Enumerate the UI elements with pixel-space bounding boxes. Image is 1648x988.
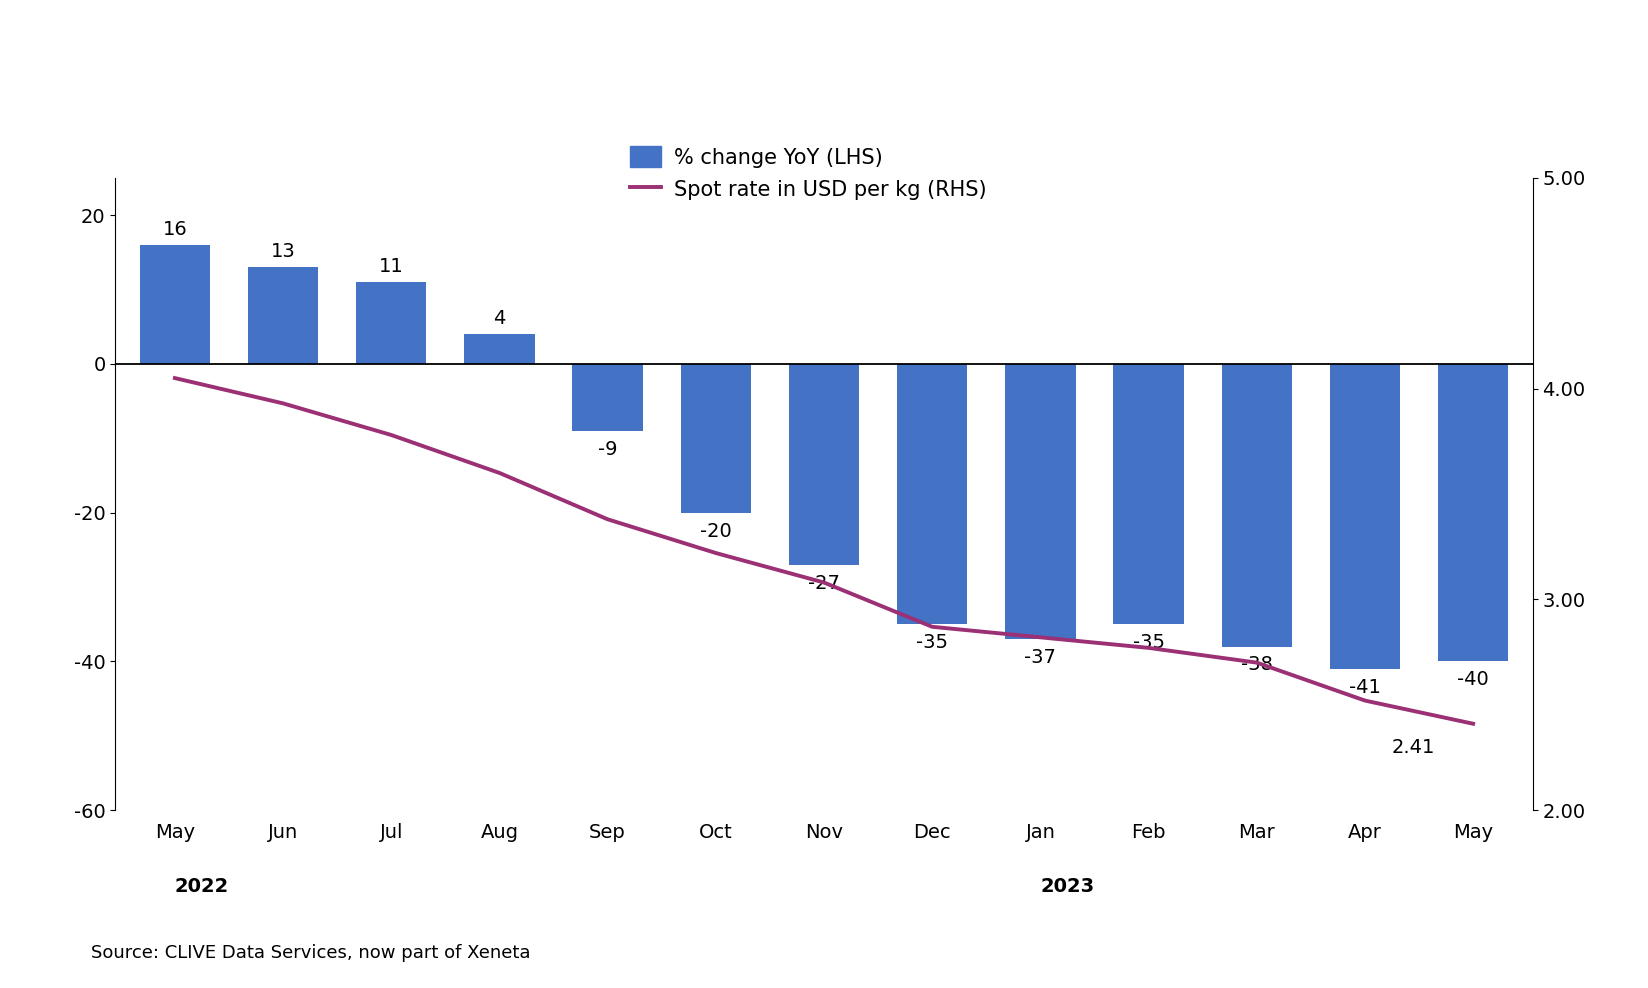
Text: 13: 13 bbox=[270, 242, 295, 261]
Bar bbox=[1221, 364, 1292, 646]
Bar bbox=[1114, 364, 1183, 624]
Bar bbox=[1330, 364, 1401, 669]
Text: 4: 4 bbox=[493, 309, 506, 328]
Bar bbox=[681, 364, 751, 513]
Bar bbox=[1439, 364, 1508, 661]
Text: 11: 11 bbox=[379, 257, 404, 276]
Text: -9: -9 bbox=[598, 440, 618, 458]
Bar bbox=[1005, 364, 1076, 639]
Text: -20: -20 bbox=[700, 522, 732, 540]
Text: -41: -41 bbox=[1350, 678, 1381, 697]
Bar bbox=[356, 282, 427, 364]
Legend: % change YoY (LHS), Spot rate in USD per kg (RHS): % change YoY (LHS), Spot rate in USD per… bbox=[621, 137, 995, 208]
Text: -38: -38 bbox=[1241, 655, 1272, 675]
Text: 16: 16 bbox=[163, 220, 188, 239]
Text: 2022: 2022 bbox=[175, 877, 229, 896]
Bar bbox=[789, 364, 859, 565]
Text: -35: -35 bbox=[1132, 633, 1165, 652]
Bar bbox=[140, 245, 209, 364]
Text: -27: -27 bbox=[808, 574, 840, 593]
Bar bbox=[247, 267, 318, 364]
Text: 2023: 2023 bbox=[1040, 877, 1094, 896]
Text: 2.41: 2.41 bbox=[1393, 738, 1435, 758]
Text: Source: CLIVE Data Services, now part of Xeneta: Source: CLIVE Data Services, now part of… bbox=[91, 945, 531, 962]
Text: -40: -40 bbox=[1457, 670, 1490, 690]
Text: -35: -35 bbox=[916, 633, 948, 652]
Bar bbox=[897, 364, 967, 624]
Text: -37: -37 bbox=[1025, 648, 1056, 667]
Bar bbox=[465, 334, 534, 364]
Bar bbox=[572, 364, 643, 431]
